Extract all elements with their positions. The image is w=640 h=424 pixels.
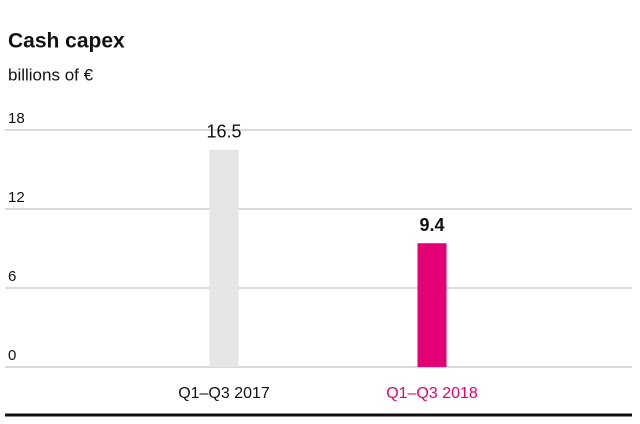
x-tick-label: Q1–Q3 2018: [386, 385, 478, 402]
y-tick-label: 6: [8, 268, 16, 285]
bar: [209, 149, 239, 367]
y-tick-label: 12: [8, 189, 25, 206]
x-tick-label: Q1–Q3 2017: [178, 385, 270, 402]
y-tick-label: 0: [8, 347, 16, 364]
value-label: 16.5: [206, 122, 241, 142]
bar: [417, 243, 447, 367]
y-tick-label: 18: [8, 110, 25, 127]
value-label: 9.4: [419, 215, 444, 235]
chart-title: Cash capex: [8, 30, 125, 53]
chart-subtitle: billions of €: [8, 65, 94, 84]
